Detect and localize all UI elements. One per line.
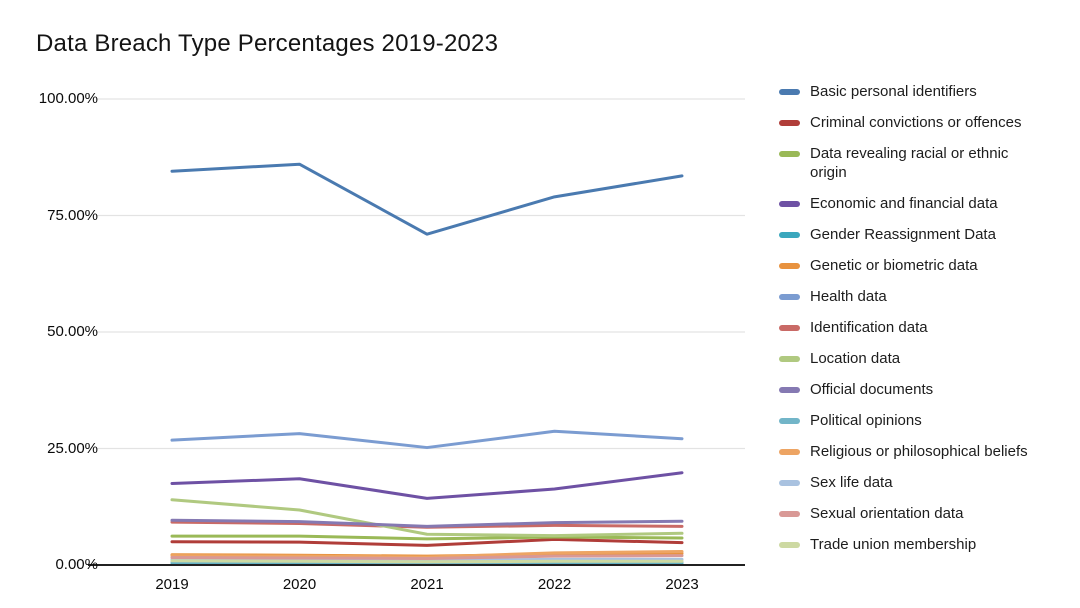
legend-label: Genetic or biometric data <box>810 257 978 274</box>
series-line-basic-personal-identifiers[interactable] <box>170 162 684 236</box>
y-tick-label-0: 0.00% <box>55 556 98 573</box>
legend-item-criminal-convictions-or-offences[interactable]: Criminal convictions or offences <box>779 113 1069 132</box>
legend-item-religious-or-philosophical-beliefs[interactable]: Religious or philosophical beliefs <box>779 442 1069 461</box>
legend-swatch-religious-or-philosophical-beliefs <box>779 449 800 455</box>
legend-label: Gender Reassignment Data <box>810 226 996 243</box>
legend-item-genetic-or-biometric-data[interactable]: Genetic or biometric data <box>779 256 1069 275</box>
legend-swatch-sex-life-data <box>779 480 800 486</box>
legend-label: Criminal convictions or offences <box>810 114 1022 131</box>
legend-item-health-data[interactable]: Health data <box>779 287 1069 306</box>
legend-item-sexual-orientation-data[interactable]: Sexual orientation data <box>779 504 1069 523</box>
legend-swatch-official-documents <box>779 387 800 393</box>
legend-swatch-political-opinions <box>779 418 800 424</box>
legend-label: Health data <box>810 288 887 305</box>
legend-swatch-genetic-or-biometric-data <box>779 263 800 269</box>
legend-swatch-trade-union-membership <box>779 542 800 548</box>
series-line-trade-union-membership[interactable] <box>170 559 684 564</box>
legend-label: Official documents <box>810 381 934 398</box>
legend: Basic personal identifiers Criminal convi… <box>779 82 1069 554</box>
legend-label: Political opinions <box>810 412 922 429</box>
legend-swatch-criminal-convictions-or-offences <box>779 120 800 126</box>
legend-item-official-documents[interactable]: Official documents <box>779 380 1069 399</box>
legend-swatch-sexual-orientation-data <box>779 511 800 517</box>
legend-label: Sex life data <box>810 474 893 491</box>
x-tick-label-2021: 2021 <box>410 576 444 593</box>
legend-label: Trade union membership <box>810 536 977 553</box>
x-tick-label-2020: 2020 <box>282 576 317 593</box>
legend-item-trade-union-membership[interactable]: Trade union membership <box>779 535 1069 554</box>
legend-item-gender-reassignment-data[interactable]: Gender Reassignment Data <box>779 225 1069 244</box>
legend-label: Basic personal identifiers <box>810 83 977 100</box>
legend-item-basic-personal-identifiers[interactable]: Basic personal identifiers <box>779 82 1069 101</box>
legend-item-political-opinions[interactable]: Political opinions <box>779 411 1069 430</box>
y-tick-label-50: 50.00% <box>47 323 98 340</box>
series-line-location-data[interactable] <box>170 498 684 538</box>
legend-item-sex-life-data[interactable]: Sex life data <box>779 473 1069 492</box>
legend-swatch-identification-data <box>779 325 800 331</box>
legend-item-economic-and-financial-data[interactable]: Economic and financial data <box>779 194 1069 213</box>
legend-label: Data revealing racial or ethnic origin <box>810 145 1009 181</box>
legend-item-location-data[interactable]: Location data <box>779 349 1069 368</box>
y-tick-label-25: 25.00% <box>47 439 98 457</box>
series-line-data-revealing-racial-or-ethnic-origin[interactable] <box>170 534 684 541</box>
legend-item-data-revealing-racial-or-ethnic-origin[interactable]: Data revealing racial or ethnic origin <box>779 144 1069 182</box>
y-tick-label-100: 100.00% <box>38 90 98 107</box>
legend-label: Location data <box>810 350 901 367</box>
legend-swatch-basic-personal-identifiers <box>779 89 800 95</box>
series-line-economic-and-financial-data[interactable] <box>170 471 684 500</box>
legend-label: Economic and financial data <box>810 195 998 212</box>
series-line-criminal-convictions-or-offences[interactable] <box>170 537 684 547</box>
legend-label: Sexual orientation data <box>810 505 964 522</box>
legend-label: Identification data <box>810 319 928 336</box>
x-tick-label-2023: 2023 <box>665 576 699 593</box>
y-tick-label-75: 75.00% <box>47 206 98 224</box>
legend-swatch-location-data <box>779 356 800 362</box>
legend-swatch-health-data <box>779 294 800 300</box>
legend-label: Religious or philosophical beliefs <box>810 443 1028 460</box>
legend-swatch-gender-reassignment-data <box>779 232 800 238</box>
x-tick-label-2019: 2019 <box>155 576 189 593</box>
x-tick-label-2022: 2022 <box>537 576 572 593</box>
legend-swatch-economic-and-financial-data <box>779 201 800 207</box>
series-line-official-documents[interactable] <box>170 518 684 528</box>
legend-item-identification-data[interactable]: Identification data <box>779 318 1069 337</box>
series-line-health-data[interactable] <box>170 429 684 450</box>
legend-swatch-data-revealing-racial-or-ethnic-origin <box>779 151 800 157</box>
chart-title: Data Breach Type Percentages 2019-2023 <box>36 30 499 57</box>
series-line-sexual-orientation-data[interactable] <box>170 554 684 560</box>
